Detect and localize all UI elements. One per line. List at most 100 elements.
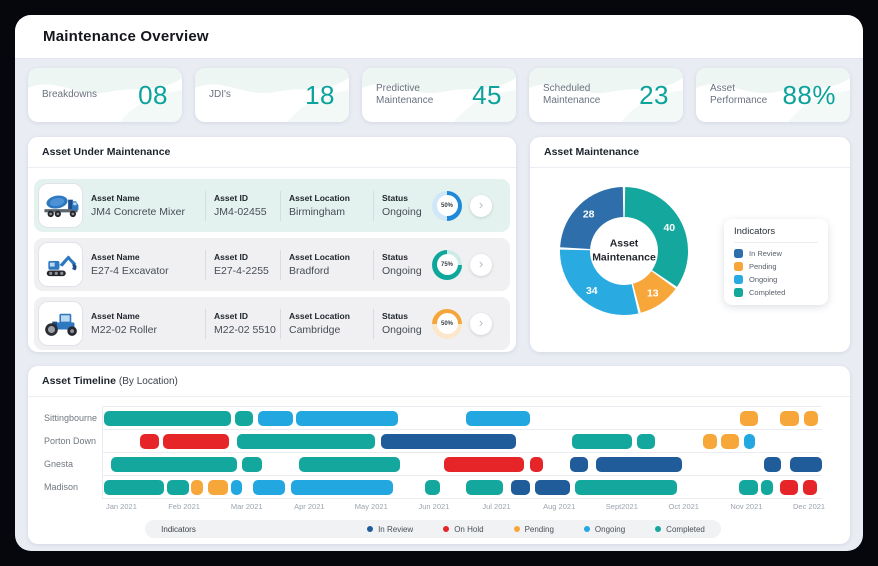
gantt-bar-in-review[interactable] bbox=[789, 456, 822, 472]
legend-label: Completed bbox=[749, 288, 786, 297]
gantt-bar-completed[interactable] bbox=[466, 479, 503, 495]
legend-label: In Review bbox=[378, 524, 414, 534]
gantt-month-label: Mar 2021 bbox=[230, 502, 263, 511]
asset-location-column: Asset Location Cambridge bbox=[281, 311, 373, 336]
gantt-bar-completed[interactable] bbox=[234, 410, 254, 426]
gantt-bar-completed[interactable] bbox=[237, 433, 375, 449]
gantt-bar-in-review[interactable] bbox=[763, 456, 781, 472]
column-divider bbox=[205, 190, 206, 221]
kpi-label: Scheduled Maintenance bbox=[543, 82, 601, 107]
timeline-legend-item-completed[interactable]: Completed bbox=[655, 525, 705, 534]
row-detail-button[interactable]: › bbox=[470, 312, 492, 335]
kpi-card-asset-performance[interactable]: Asset Performance 88% bbox=[696, 68, 850, 122]
legend-label: Completed bbox=[666, 524, 705, 534]
gantt-bar-in-review[interactable] bbox=[535, 479, 570, 495]
gantt-bar-completed[interactable] bbox=[738, 479, 758, 495]
progress-ring: 50% bbox=[432, 190, 462, 221]
gantt-bar-ongoing[interactable] bbox=[253, 479, 285, 495]
kpi-value: 18 bbox=[305, 79, 335, 110]
asset-status-column: Status Ongoing bbox=[374, 311, 432, 336]
gantt-bar-completed[interactable] bbox=[574, 479, 678, 495]
gantt-bar-in-review[interactable] bbox=[510, 479, 531, 495]
gantt-bar-completed[interactable] bbox=[110, 456, 238, 472]
donut-slice-pending[interactable] bbox=[632, 271, 676, 313]
legend-label: Ongoing bbox=[594, 524, 626, 534]
gantt-bar-on-hold[interactable] bbox=[443, 456, 525, 472]
gantt-bar-in-review[interactable] bbox=[381, 433, 516, 449]
kpi-row: Breakdowns 08 JDI's 18 Predictive Mainte… bbox=[28, 68, 850, 122]
gantt-bar-on-hold[interactable] bbox=[162, 433, 229, 449]
gantt-bar-ongoing[interactable] bbox=[743, 433, 756, 449]
gantt-bar-completed[interactable] bbox=[425, 479, 441, 495]
legend-item-pending[interactable]: Pending bbox=[734, 262, 818, 271]
gantt-bar-pending[interactable] bbox=[779, 410, 799, 426]
gantt-bar-in-review[interactable] bbox=[570, 456, 589, 472]
kpi-value: 23 bbox=[639, 79, 669, 110]
column-label: Asset Location bbox=[289, 252, 350, 262]
gantt-bar-completed[interactable] bbox=[299, 456, 400, 472]
gantt-bar-ongoing[interactable] bbox=[230, 479, 243, 495]
gantt-bar-completed[interactable] bbox=[571, 433, 633, 449]
column-label: Asset Name bbox=[91, 311, 140, 321]
column-divider bbox=[280, 308, 281, 339]
kpi-card-predictive-maintenance[interactable]: Predictive Maintenance 45 bbox=[362, 68, 516, 122]
column-label: Asset Location bbox=[289, 193, 350, 203]
gantt-bar-pending[interactable] bbox=[703, 433, 718, 449]
donut-slice-ongoing[interactable] bbox=[559, 249, 639, 316]
gantt-bar-ongoing[interactable] bbox=[466, 410, 531, 426]
column-divider bbox=[205, 249, 206, 280]
column-label: Asset ID bbox=[214, 193, 249, 203]
row-detail-button[interactable]: › bbox=[470, 253, 492, 276]
kpi-card-scheduled-maintenance[interactable]: Scheduled Maintenance 23 bbox=[529, 68, 683, 122]
gantt-bar-completed[interactable] bbox=[166, 479, 190, 495]
asset-table-row[interactable]: Asset Name E27-4 Excavator Asset ID E27-4-2… bbox=[34, 238, 510, 291]
asset-table-row[interactable]: Asset Name JM4 Concrete Mixer Asset ID JM4-… bbox=[34, 179, 510, 232]
gantt-bar-completed[interactable] bbox=[103, 479, 165, 495]
title-bar: Maintenance Overview bbox=[15, 15, 863, 59]
legend-swatch bbox=[734, 249, 743, 258]
gantt-bar-in-review[interactable] bbox=[596, 456, 682, 472]
kpi-card-breakdowns[interactable]: Breakdowns 08 bbox=[28, 68, 182, 122]
gantt-bar-completed[interactable] bbox=[242, 456, 262, 472]
gantt-bar-completed[interactable] bbox=[637, 433, 656, 449]
column-label: Asset Location bbox=[289, 311, 350, 321]
asset-table-row[interactable]: Asset Name M22-02 Roller Asset ID M22-02 55… bbox=[34, 297, 510, 350]
gantt-bar-on-hold[interactable] bbox=[139, 433, 160, 449]
gantt-bar-pending[interactable] bbox=[740, 410, 758, 426]
legend-title: Indicators bbox=[734, 226, 818, 243]
asset-id-column: Asset ID M22-02 5510 bbox=[206, 311, 280, 336]
timeline-legend-item-in-review[interactable]: In Review bbox=[367, 525, 413, 534]
gantt-bar-completed[interactable] bbox=[103, 410, 231, 426]
gantt-bar-ongoing[interactable] bbox=[291, 479, 393, 495]
gantt-row-labels: Sittingbourne Porton Down Gnesta Madison bbox=[44, 406, 102, 499]
gantt-bar-ongoing[interactable] bbox=[258, 410, 293, 426]
gantt-bar-pending[interactable] bbox=[207, 479, 229, 495]
column-value: Birmingham bbox=[289, 206, 346, 218]
donut-slice-in-review[interactable] bbox=[560, 187, 624, 249]
gantt-bar-pending[interactable] bbox=[720, 433, 739, 449]
gantt-bar-pending[interactable] bbox=[191, 479, 203, 495]
gantt-bar-on-hold[interactable] bbox=[779, 479, 798, 495]
row-detail-button[interactable]: › bbox=[470, 194, 492, 217]
legend-item-completed[interactable]: Completed bbox=[734, 288, 818, 297]
timeline-legend-item-on-hold[interactable]: On Hold bbox=[443, 525, 484, 534]
legend-title: Indicators bbox=[161, 524, 196, 534]
kpi-card-jdis[interactable]: JDI's 18 bbox=[195, 68, 349, 122]
timeline-legend-item-pending[interactable]: Pending bbox=[513, 525, 554, 534]
legend-item-in-review[interactable]: In Review bbox=[734, 249, 818, 258]
gantt-bar-on-hold[interactable] bbox=[802, 479, 817, 495]
legend-swatch bbox=[734, 275, 743, 284]
donut-slice-completed[interactable] bbox=[624, 187, 689, 287]
gantt-bar-ongoing[interactable] bbox=[296, 410, 398, 426]
gantt-bar-pending[interactable] bbox=[804, 410, 818, 426]
gantt-bar-completed[interactable] bbox=[760, 479, 774, 495]
progress-ring: 75% bbox=[432, 249, 462, 280]
timeline-legend-item-ongoing[interactable]: Ongoing bbox=[583, 524, 626, 534]
gantt-bar-on-hold[interactable] bbox=[530, 456, 544, 472]
asset-maintenance-donut-chart: 40 13 34 28 Asset Maintenance bbox=[556, 183, 692, 319]
asset-id-column: Asset ID JM4-02455 bbox=[206, 193, 280, 218]
gantt-month-axis: Jan 2021 Feb 2021 Mar 2021 Apr 2021 May 2021… bbox=[102, 502, 825, 515]
asset-name-column: Asset Name E27-4 Excavator bbox=[83, 252, 205, 277]
legend-item-ongoing[interactable]: Ongoing bbox=[734, 275, 818, 284]
column-divider bbox=[373, 308, 374, 339]
